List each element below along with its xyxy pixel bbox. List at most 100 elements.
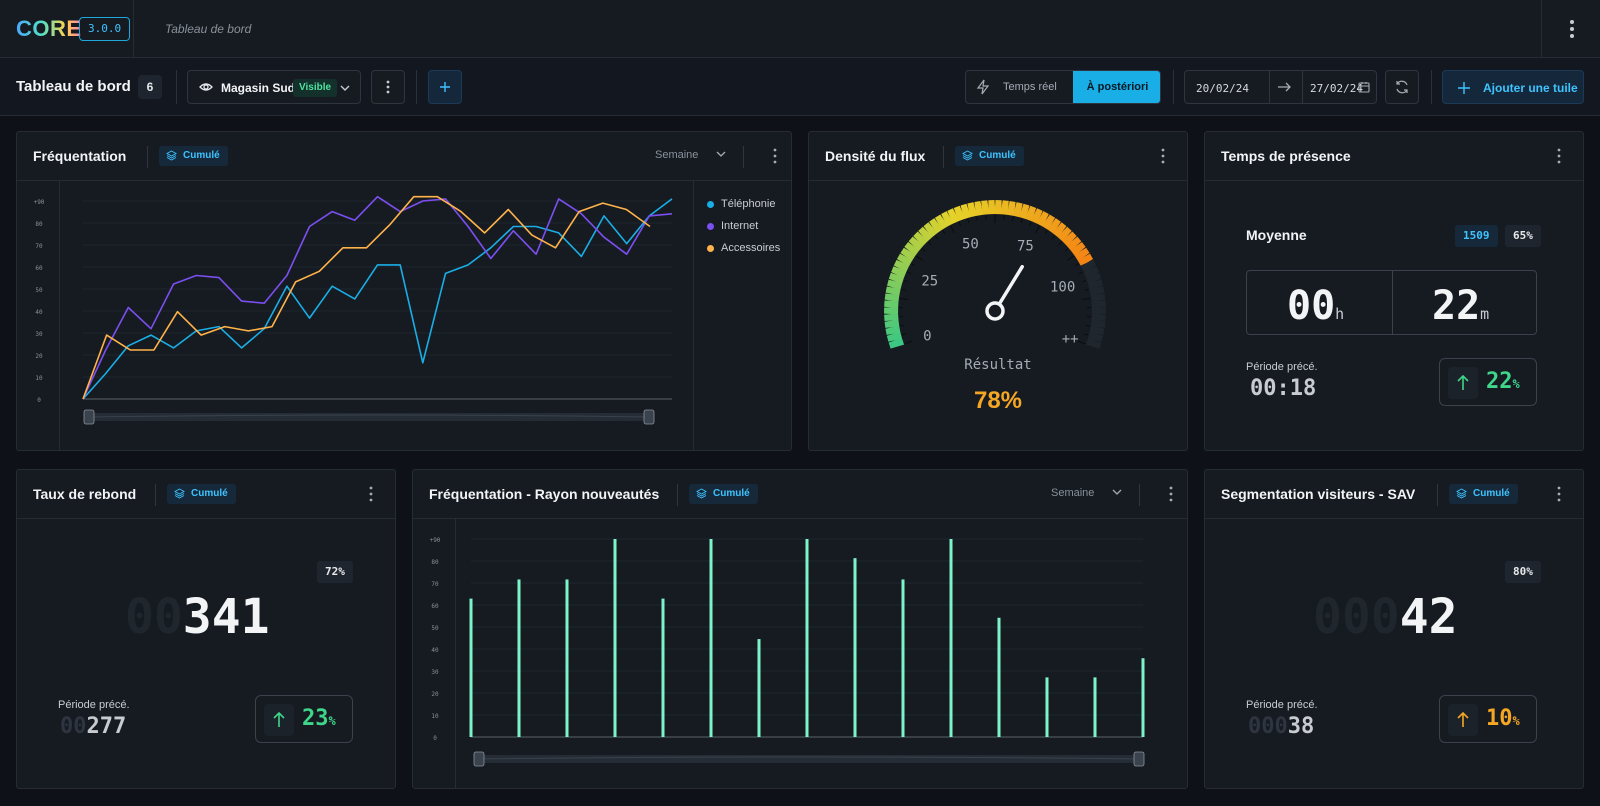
card-header: Densité du flux Cumulé — [809, 132, 1187, 181]
y-tick-label: 60 — [35, 265, 43, 272]
legend-telephonie[interactable]: Téléphonie — [721, 198, 775, 210]
series-line-0 — [83, 199, 672, 399]
add-view-button[interactable] — [428, 70, 462, 104]
y-tick-label: +90 — [34, 199, 45, 206]
bar — [758, 639, 761, 737]
y-tick-label: 80 — [35, 221, 43, 228]
card-menu-icon[interactable] — [766, 146, 784, 166]
top-bar: CORE 3.0.0 Tableau de bord — [0, 0, 1600, 58]
gauge-segment — [1008, 208, 1015, 209]
plus-icon — [1457, 81, 1471, 95]
gauge-segment — [1067, 236, 1072, 241]
card-menu-icon[interactable] — [1550, 484, 1568, 504]
gauge-segment — [1034, 215, 1040, 218]
bar — [950, 539, 953, 737]
card-menu-icon[interactable] — [1162, 484, 1180, 504]
gauge-segment — [1072, 241, 1076, 246]
date-to[interactable]: 27/02/24 — [1310, 82, 1363, 95]
add-tile-button[interactable]: Ajouter une tuile — [1442, 70, 1584, 104]
legend-internet[interactable]: Internet — [721, 220, 758, 232]
legend-accessoires[interactable]: Accessoires — [721, 242, 780, 254]
gauge-tick — [935, 236, 937, 239]
gauge-tick — [1082, 281, 1086, 282]
previous-period-value: 00038 — [1248, 714, 1314, 739]
breadcrumb: Tableau de bord — [165, 22, 251, 36]
bar — [710, 539, 713, 737]
y-tick-label: 60 — [431, 603, 439, 610]
gauge-tick — [1065, 249, 1068, 252]
divider — [1173, 70, 1174, 104]
posteriori-mode-button[interactable]: À postériori — [1073, 71, 1161, 103]
gauge-segment — [900, 263, 903, 269]
gauge-segment — [895, 340, 897, 346]
app-menu-icon[interactable] — [1562, 18, 1582, 40]
calendar-icon — [1358, 81, 1370, 93]
slider-handle[interactable] — [474, 752, 484, 766]
card-menu-icon[interactable] — [362, 484, 380, 504]
range-slider[interactable] — [84, 410, 654, 424]
card-title: Fréquentation - Rayon nouveautés — [429, 486, 659, 502]
arrow-up-icon — [1455, 711, 1471, 729]
cumule-badge: Cumulé — [159, 146, 228, 166]
toolbar: Tableau de bord 6 Magasin Sud Visible Te… — [0, 58, 1600, 116]
divider — [1541, 0, 1542, 58]
y-tick-label: 30 — [35, 331, 43, 338]
divider — [743, 146, 744, 168]
kebab-icon — [380, 79, 396, 95]
bar — [566, 579, 569, 737]
slider-handle[interactable] — [644, 410, 654, 424]
trend-indicator: 10% — [1439, 695, 1537, 743]
app-logo: CORE — [16, 16, 82, 42]
segmentation-card: Segmentation visiteurs - SAV Cumulé 80% … — [1204, 469, 1584, 789]
cumule-badge: Cumulé — [1449, 484, 1518, 504]
range-slider[interactable] — [474, 752, 1144, 766]
period-select[interactable]: Semaine — [655, 149, 698, 161]
realtime-mode-button[interactable]: Temps réel — [966, 71, 1073, 103]
card-menu-icon[interactable] — [1154, 146, 1172, 166]
gauge-tick — [928, 242, 931, 245]
gauge-segment — [982, 207, 989, 208]
bar — [1094, 677, 1097, 737]
gauge-segment — [892, 327, 893, 334]
date-range-picker[interactable]: 20/02/24 27/02/24 — [1184, 70, 1377, 104]
trend-value: 10% — [1486, 706, 1520, 731]
divider — [693, 181, 694, 450]
arrow-up-icon — [1455, 374, 1471, 392]
y-tick-label: 70 — [431, 581, 439, 588]
badge-label: Cumulé — [713, 488, 750, 499]
divider — [416, 70, 417, 104]
percent-chip: 65% — [1505, 225, 1541, 247]
card-header: Segmentation visiteurs - SAV Cumulé — [1205, 470, 1583, 519]
card-menu-icon[interactable] — [1550, 146, 1568, 166]
slider-handle[interactable] — [84, 410, 94, 424]
card-title: Densité du flux — [825, 148, 925, 164]
gauge-tick — [900, 298, 908, 299]
gauge-segment — [928, 228, 933, 232]
y-tick-label: 40 — [431, 647, 439, 654]
legend-label: Accessoires — [721, 242, 780, 254]
period-select[interactable]: Semaine — [1051, 487, 1094, 499]
gauge-tick — [1075, 264, 1078, 266]
trend-value: 22% — [1486, 369, 1520, 394]
refresh-button[interactable] — [1385, 70, 1419, 104]
gauge-segment — [1021, 210, 1027, 212]
gauge-segment — [950, 215, 956, 218]
y-tick-label: 20 — [35, 353, 43, 360]
slider-handle[interactable] — [1134, 752, 1144, 766]
gauge-tick — [1013, 217, 1014, 221]
gauge-segment — [1040, 217, 1046, 220]
view-options-button[interactable] — [371, 70, 405, 104]
y-tick-label: 20 — [431, 691, 439, 698]
legend-label: Téléphonie — [721, 198, 775, 210]
gauge-segment — [1002, 207, 1009, 208]
divider — [1139, 484, 1140, 506]
view-select[interactable]: Magasin Sud Visible — [187, 70, 361, 104]
densite-gauge: 0 25 50 75 100 ++ — [809, 181, 1187, 371]
gauge-tick — [943, 230, 945, 233]
gauge-tick — [977, 217, 978, 221]
gauge-segment — [892, 321, 893, 328]
badge-label: Cumulé — [979, 150, 1016, 161]
date-from[interactable]: 20/02/24 — [1196, 82, 1249, 95]
gauge-segment — [923, 232, 928, 237]
legend-swatch — [707, 201, 714, 208]
